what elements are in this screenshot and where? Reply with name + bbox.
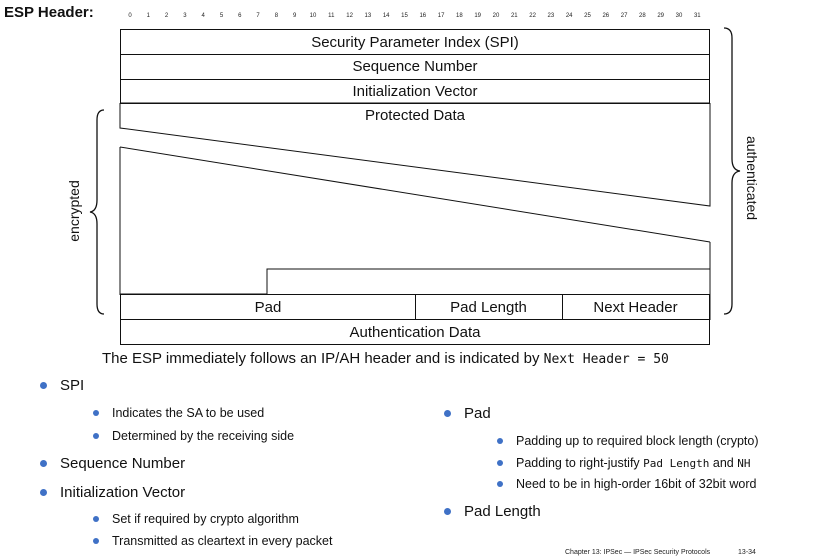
pad-length-label: Pad Length: [450, 298, 527, 316]
sub-bullet-label: Set if required by crypto algorithm: [112, 512, 299, 526]
authenticated-brace: [723, 27, 741, 315]
pad-length-field: Pad Length: [415, 294, 563, 320]
bit-number: 31: [693, 13, 701, 19]
bit-number: 9: [293, 13, 297, 19]
bit-number: 22: [529, 13, 536, 19]
sub-bullet: Transmitted as cleartext in every packet: [93, 534, 332, 548]
sequence-number-label: Sequence Number: [352, 58, 478, 75]
bit-number: 5: [219, 13, 224, 19]
bit-number: 20: [492, 13, 500, 19]
sub-bullet-label: Padding up to required block length (cry…: [516, 434, 759, 448]
sub-bullet-code: NH: [737, 456, 751, 470]
bit-number: 3: [183, 13, 187, 19]
bullet-dot: [93, 516, 99, 522]
bullet-initialization-vector: Initialization Vector: [40, 484, 185, 501]
caption-code: Next Header = 50: [543, 352, 669, 367]
bit-number: 10: [309, 13, 317, 19]
bullet-pad-label: Pad: [464, 405, 491, 422]
sub-bullet-label: Need to be in high-order 16bit of 32bit …: [516, 477, 757, 491]
bit-number: 30: [675, 13, 683, 19]
spi-field: Security Parameter Index (SPI): [120, 29, 710, 55]
bullet-sequence-number: Sequence Number: [40, 455, 185, 472]
bit-number: 6: [238, 13, 242, 19]
bullet-dot: [497, 481, 503, 487]
sub-bullet-text: and: [712, 456, 734, 470]
spi-field-label: Security Parameter Index (SPI): [311, 33, 519, 51]
bullet-dot: [93, 538, 99, 544]
bullet-dot: [497, 438, 503, 444]
bit-number: 15: [401, 13, 408, 19]
sub-bullet: Indicates the SA to be used: [93, 406, 264, 420]
authentication-data-field: Authentication Data: [120, 319, 710, 345]
bullet-pad-length: Pad Length: [444, 503, 541, 520]
bit-number: 7: [256, 13, 260, 19]
sub-bullet-code: Pad Length: [643, 456, 710, 470]
authentication-data-label: Authentication Data: [349, 323, 481, 341]
bit-number: 4: [201, 13, 205, 19]
encrypted-brace: [89, 109, 105, 315]
bit-number: 21: [510, 13, 518, 19]
caption-text: The ESP immediately follows an IP/AH hea…: [102, 350, 540, 367]
sub-bullet-label: Indicates the SA to be used: [112, 406, 265, 420]
slide-footer: Chapter 13: IPSec — IPSec Security Proto…: [565, 549, 756, 556]
bit-number: 26: [602, 13, 610, 19]
diagram-caption: The ESP immediately follows an IP/AH hea…: [102, 350, 669, 367]
sub-bullet: Padding up to required block length (cry…: [497, 434, 759, 448]
bit-number: 29: [657, 13, 665, 19]
sub-bullet-text: Padding to right-justify: [516, 456, 640, 470]
bit-number: 11: [328, 13, 335, 19]
sub-bullet-label: Determined by the receiving side: [112, 429, 295, 443]
bullet-dot: [93, 410, 99, 416]
bullet-spi-label: SPI: [60, 377, 85, 394]
bullet-sequence-number-label: Sequence Number: [60, 455, 186, 472]
bit-number: 27: [620, 13, 628, 19]
bit-number: 12: [346, 13, 353, 19]
bit-number: 1: [146, 13, 150, 19]
bit-number: 19: [474, 13, 482, 19]
protected-data-label-box: Protected Data: [120, 104, 710, 126]
pad-label: Pad: [254, 298, 282, 316]
bullet-dot: [40, 382, 47, 389]
bullet-dot: [444, 410, 451, 417]
next-header-field: Next Header: [562, 294, 710, 320]
bit-number: 2: [164, 13, 169, 19]
bullet-spi: SPI: [40, 377, 84, 394]
bullet-pad-length-label: Pad Length: [464, 503, 541, 520]
bit-number: 23: [547, 13, 555, 19]
bit-number: 24: [565, 13, 573, 19]
sub-bullet: Need to be in high-order 16bit of 32bit …: [497, 477, 756, 491]
bit-number: 17: [437, 13, 445, 19]
bit-number: 25: [584, 13, 591, 19]
sub-bullet: Determined by the receiving side: [93, 429, 294, 443]
bullet-dot: [497, 460, 503, 466]
footer-chapter: Chapter 13: IPSec — IPSec Security Proto…: [565, 549, 711, 556]
authenticated-label: authenticated: [744, 135, 760, 221]
bit-number: 0: [128, 13, 132, 19]
protected-data-label: Protected Data: [364, 106, 466, 124]
bullet-pad: Pad: [444, 405, 491, 422]
bit-number: 8: [274, 13, 279, 19]
bit-number: 18: [456, 13, 463, 19]
bullet-dot: [93, 433, 99, 439]
bit-number: 13: [364, 13, 372, 19]
footer-page: 13-34: [738, 549, 756, 556]
encrypted-label: encrypted: [66, 180, 82, 242]
sub-bullet: Set if required by crypto algorithm: [93, 512, 299, 526]
next-header-label: Next Header: [593, 298, 678, 316]
bullet-dot: [40, 460, 47, 467]
sequence-number-field: Sequence Number: [120, 54, 710, 80]
bullet-initialization-vector-label: Initialization Vector: [60, 484, 186, 501]
bit-number: 16: [419, 13, 427, 19]
bit-number: 14: [382, 13, 390, 19]
bit-number: 28: [639, 13, 646, 19]
bullet-dot: [444, 508, 451, 515]
initialization-vector-label: Initialization Vector: [352, 82, 478, 100]
bullet-dot: [40, 489, 47, 496]
sub-bullet: Padding to right-justify Pad Length and …: [497, 456, 750, 470]
sub-bullet-label: Transmitted as cleartext in every packet: [112, 534, 333, 548]
pad-field: Pad: [120, 294, 416, 320]
diagram-title: ESP Header:: [4, 4, 94, 21]
